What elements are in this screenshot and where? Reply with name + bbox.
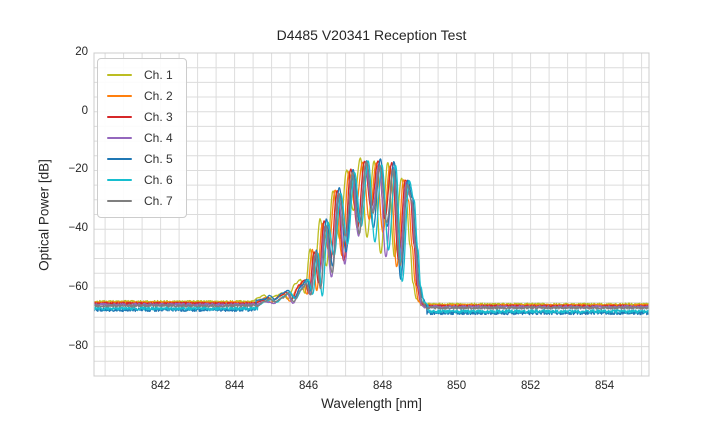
chart-title: D4485 V20341 Reception Test <box>276 27 467 43</box>
x-axis-label: Wavelength [nm] <box>321 396 422 411</box>
legend-line-ch-1 <box>107 73 132 76</box>
legend: Ch. 1 Ch. 2 Ch. 3 Ch. 4 Ch. 5 Ch. 6 Ch. 7 <box>97 58 187 218</box>
legend-label: Ch. 4 <box>144 130 173 145</box>
axes-spines <box>93 52 650 377</box>
y-tick-label: 0 <box>81 104 88 117</box>
legend-label: Ch. 1 <box>144 67 173 82</box>
legend-item: Ch. 2 <box>107 85 186 106</box>
legend-line-ch-6 <box>107 179 132 182</box>
legend-item: Ch. 3 <box>107 106 186 127</box>
x-tick-label: 852 <box>521 380 541 392</box>
x-tick-label: 848 <box>373 380 393 392</box>
x-tick-label: 844 <box>225 380 245 392</box>
x-tick-label: 854 <box>595 380 615 392</box>
legend-label: Ch. 7 <box>144 194 173 209</box>
legend-item: Ch. 6 <box>107 169 186 190</box>
legend-line-ch-4 <box>107 136 132 139</box>
legend-line-ch-3 <box>107 115 132 118</box>
legend-line-ch-2 <box>107 94 132 97</box>
legend-item: Ch. 4 <box>107 127 186 148</box>
legend-line-ch-7 <box>107 200 132 203</box>
legend-label: Ch. 3 <box>144 109 173 124</box>
y-tick-label: 20 <box>75 46 88 58</box>
y-tick-label: −20 <box>68 163 88 176</box>
legend-item: Ch. 1 <box>107 64 186 85</box>
y-tick-label: −40 <box>68 222 88 235</box>
y-axis-label: Optical Power [dB] <box>36 159 52 271</box>
y-tick-label: −60 <box>68 280 88 293</box>
legend-label: Ch. 2 <box>144 88 173 103</box>
x-tick-label: 850 <box>447 380 467 392</box>
legend-label: Ch. 5 <box>144 151 173 166</box>
legend-label: Ch. 6 <box>144 173 173 188</box>
x-tick-label: 846 <box>299 380 319 392</box>
y-tick-label: −80 <box>68 339 88 352</box>
legend-line-ch-5 <box>107 157 132 160</box>
series-group <box>94 157 649 316</box>
x-tick-label: 842 <box>151 380 171 392</box>
legend-item: Ch. 7 <box>107 191 186 212</box>
legend-item: Ch. 5 <box>107 148 186 169</box>
series-ch-7 <box>94 161 649 310</box>
